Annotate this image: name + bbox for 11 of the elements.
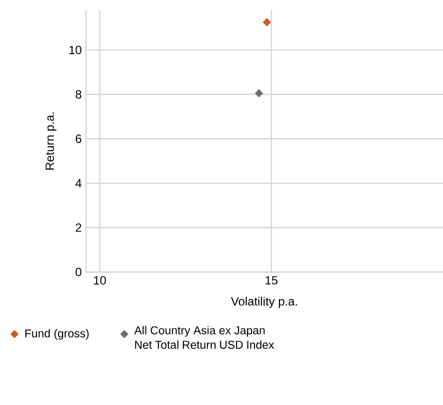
x-tick-label: 15	[266, 276, 278, 285]
y-tick-label: 8	[76, 90, 82, 99]
legend-label: Fund (gross)	[25, 329, 89, 340]
y-tick-label: 2	[76, 223, 82, 232]
x-axis-title: Volatility p.a.	[230, 296, 297, 308]
y-axis-title: Return p.a.	[46, 112, 56, 170]
legend-label: All Country Asia ex Japan Net Total Return USD Index	[134, 326, 274, 349]
y-tick-label: 6	[76, 134, 82, 143]
y-tick-label: 0	[76, 268, 82, 276]
y-tick-label: 4	[75, 179, 82, 188]
y-tick-label: 10	[69, 46, 82, 54]
